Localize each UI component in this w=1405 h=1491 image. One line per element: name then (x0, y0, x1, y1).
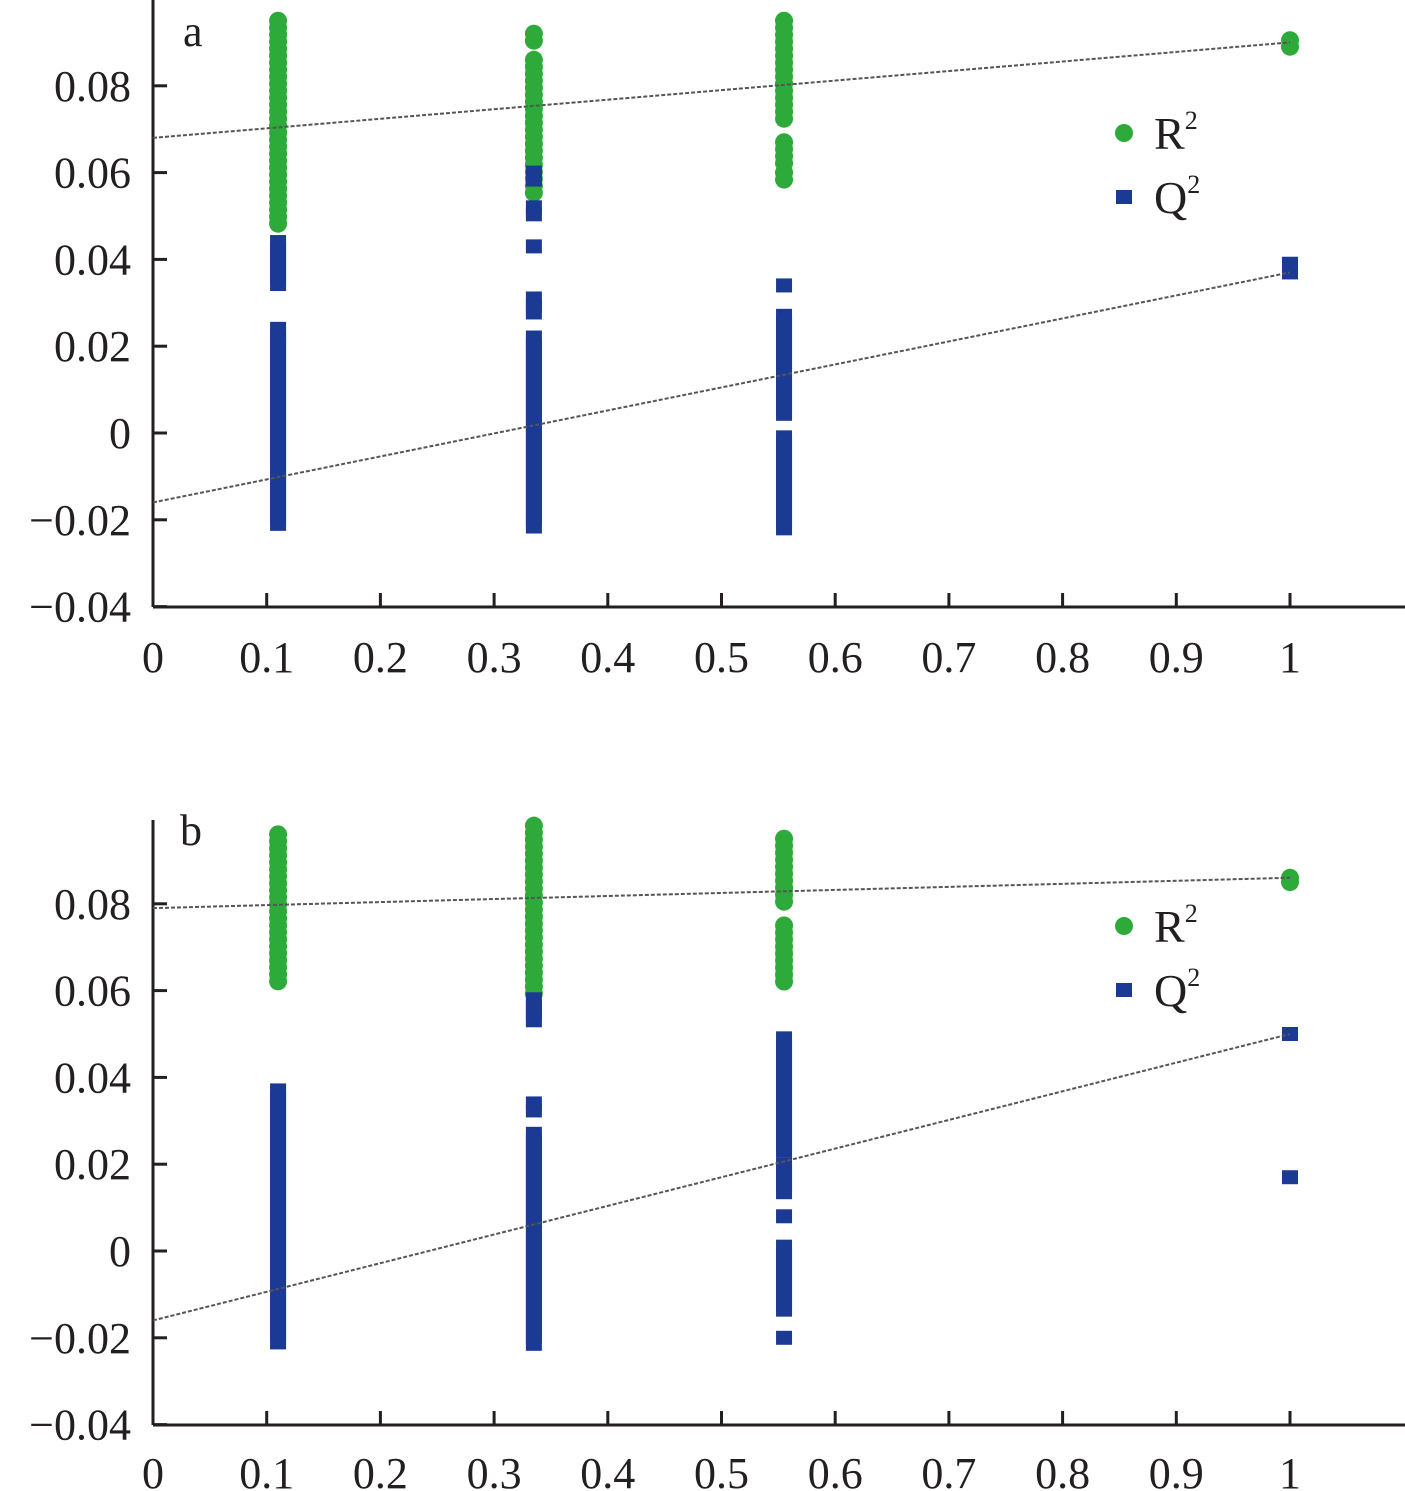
y-tick-label: 0.02 (54, 1140, 131, 1189)
x-tick-label: 0.8 (1035, 1449, 1090, 1491)
x-tick-label: 0 (142, 633, 164, 682)
data-point (269, 972, 288, 991)
y-tick-label: 0.06 (54, 149, 131, 198)
y-tick-label: 0.06 (54, 967, 131, 1016)
x-tick-label: 0.5 (694, 1449, 749, 1491)
trend-line (152, 1033, 1291, 1322)
legend-marker (1116, 190, 1132, 204)
data-point (270, 277, 287, 292)
series-q2 (152, 165, 1298, 536)
data-point (525, 1013, 542, 1028)
x-tick-label: 0.6 (808, 633, 863, 682)
y-tick-label: −0.02 (29, 496, 131, 545)
data-point (776, 278, 793, 293)
data-point (776, 406, 793, 421)
x-tick-label: 0.4 (580, 633, 635, 682)
x-tick-label: 0.8 (1035, 633, 1090, 682)
data-point (525, 207, 542, 222)
x-tick-label: 0.2 (353, 1449, 408, 1491)
legend-entry: R2 (1115, 899, 1198, 952)
data-point (525, 239, 542, 254)
data-point (270, 1335, 287, 1350)
x-tick-label: 0.5 (694, 633, 749, 682)
data-point (525, 1103, 542, 1118)
data-point (775, 972, 794, 991)
data-point (776, 1302, 793, 1317)
trend-line (152, 876, 1291, 910)
legend-label: Q2 (1154, 963, 1200, 1016)
trend-line (152, 271, 1291, 504)
y-tick-label: −0.04 (29, 583, 131, 632)
data-point (776, 1185, 793, 1200)
y-tick-label: 0 (109, 1227, 131, 1276)
panel-letter: a (183, 7, 203, 56)
y-tick-label: 0.08 (54, 880, 131, 929)
legend-marker (1116, 983, 1132, 997)
x-tick-label: 0 (142, 1449, 164, 1491)
data-point (776, 1209, 793, 1224)
y-tick-label: 0 (109, 409, 131, 458)
y-tick-label: 0.02 (54, 322, 131, 371)
series-r2 (152, 816, 1299, 1003)
data-point (525, 519, 542, 534)
data-point (1281, 31, 1299, 50)
x-tick-label: 0.1 (239, 1449, 294, 1491)
legend-entry: Q2 (1116, 963, 1200, 1016)
panel-b: 0 0.1 0.2 0.3 0.4 0.5 0.6 0.7 0.8 0.9 1 0.08 0.06 0.0… (29, 806, 1405, 1491)
data-point (270, 328, 287, 343)
data-point (776, 1330, 793, 1345)
panel-a: 0 0.1 0.2 0.3 0.4 0.5 0.6 0.7 0.8 0.9 1 0.08 0.06 0.0… (29, 0, 1405, 682)
data-point (524, 183, 543, 202)
x-tick-label: 0.6 (808, 1449, 863, 1491)
x-tick-label: 0.3 (467, 633, 522, 682)
y-tick-label: 0.04 (54, 235, 131, 284)
data-point (775, 170, 794, 189)
x-tick-label: 0.9 (1149, 633, 1204, 682)
trend-line (152, 41, 1291, 139)
data-point (775, 154, 794, 173)
data-point (776, 521, 793, 536)
panel-letter: b (180, 806, 202, 855)
data-point (525, 1336, 542, 1351)
legend-label: Q2 (1154, 170, 1200, 223)
data-point (776, 1143, 793, 1158)
x-tick-label: 0.7 (921, 1449, 976, 1491)
data-point (525, 172, 542, 187)
data-point (525, 305, 542, 320)
x-tick-label: 1 (1279, 1449, 1301, 1491)
y-tick-label: −0.04 (29, 1401, 131, 1450)
x-tick-label: 0.2 (353, 633, 408, 682)
data-point (775, 109, 794, 128)
x-tick-label: 0.4 (580, 1449, 635, 1491)
y-tick-label: 0.04 (54, 1053, 131, 1102)
data-point (524, 31, 543, 50)
x-tick-label: 0.9 (1149, 1449, 1204, 1491)
series-r2 (152, 11, 1299, 233)
data-point (269, 214, 288, 233)
x-tick-label: 0.3 (467, 1449, 522, 1491)
legend-marker (1115, 917, 1133, 935)
legend-label: R2 (1154, 106, 1198, 159)
data-point (270, 516, 287, 531)
y-tick-label: 0.08 (54, 62, 131, 111)
x-tick-label: 0.1 (239, 633, 294, 682)
legend-label: R2 (1154, 899, 1198, 952)
x-tick-label: 1 (1279, 633, 1301, 682)
x-tick-label: 0.7 (921, 633, 976, 682)
data-point (775, 892, 794, 911)
data-point (1282, 1170, 1298, 1185)
data-point (1282, 256, 1298, 271)
legend-entry: R2 (1115, 106, 1198, 159)
legend-marker (1115, 124, 1133, 142)
y-tick-label: −0.02 (29, 1314, 131, 1363)
series-q2 (152, 992, 1298, 1351)
legend-entry: Q2 (1116, 170, 1200, 223)
